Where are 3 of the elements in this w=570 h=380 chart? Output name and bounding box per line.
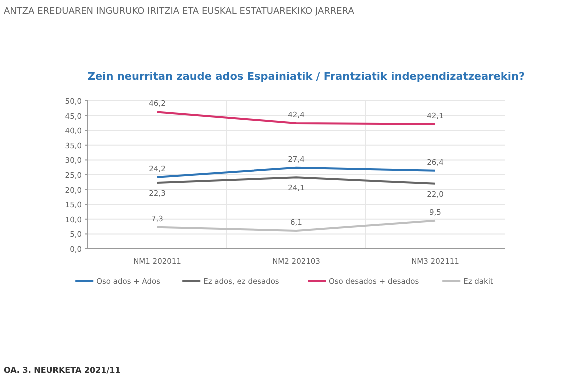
chart-title: Zein neurritan zaude ados Espainiatik / Frantziatik independizatzearekin? (88, 71, 526, 83)
chart-subtitle: ANTZA EREDUAREN INGURUKO IRITZIA ETA EUSKAL ESTATUAREKIKO JARRERA (4, 7, 356, 17)
text: OA. 3. NEURKETA 2021/11 (4, 366, 122, 375)
